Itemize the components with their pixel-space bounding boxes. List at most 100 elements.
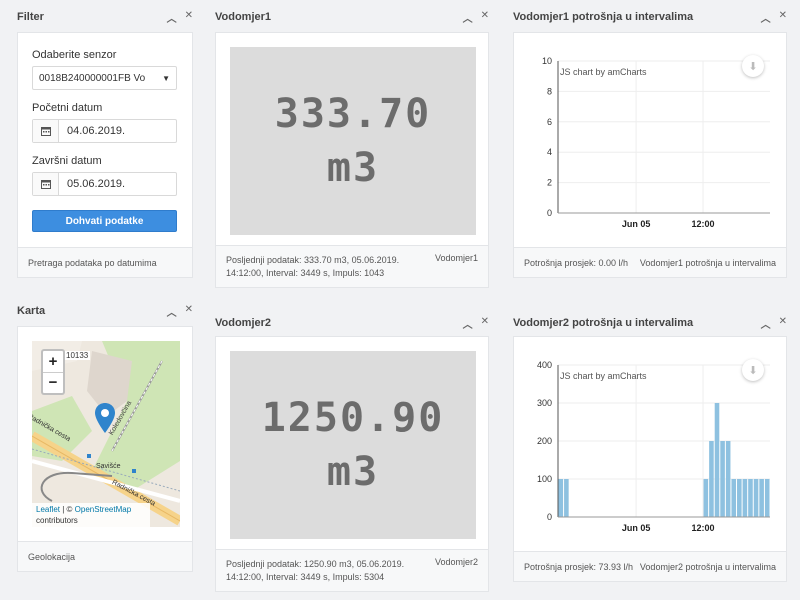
chart1-x-tick-label: Jun 05 bbox=[622, 219, 651, 229]
vodomjer1-interval: 14:12:00, Interval: 3449 s, Impuls: 1043 bbox=[226, 267, 385, 278]
chart2-plot: 0 100 200 300 400 Jun 05 12:00 bbox=[537, 360, 770, 533]
chart2-header: Vodomjer2 potrošnja u intervalima ︿ ✕ bbox=[513, 308, 787, 338]
chart2-footer: Potrošnja prosjek: 73.93 l/h Vodomjer2 p… bbox=[514, 551, 786, 581]
chart2-y-tick-label: 200 bbox=[537, 436, 552, 446]
end-date-input[interactable]: 05.06.2019. bbox=[32, 172, 177, 196]
map-tiles bbox=[32, 341, 180, 527]
chart1-y-tick-label: 8 bbox=[547, 86, 552, 96]
chart2-y-tick-label: 100 bbox=[537, 474, 552, 484]
chart2-y-tick-label: 400 bbox=[537, 360, 552, 370]
vodomjer2-display: 1250.90 m3 bbox=[230, 351, 476, 539]
chart2-bar[interactable] bbox=[714, 403, 720, 517]
close-icon[interactable]: ✕ bbox=[184, 9, 193, 21]
chart2-bar[interactable] bbox=[558, 479, 564, 517]
close-icon[interactable]: ✕ bbox=[184, 303, 193, 315]
end-date-value: 05.06.2019. bbox=[67, 178, 126, 190]
chart2-bar[interactable] bbox=[720, 441, 725, 517]
vodomjer2-title: Vodomjer2 bbox=[215, 317, 272, 329]
chart1-plot: 0 2 4 6 8 10 Jun 05 12:00 bbox=[542, 56, 770, 229]
caret-down-icon: ▼ bbox=[162, 73, 170, 83]
chart2-bar[interactable] bbox=[725, 441, 731, 517]
chart2-y-tick-label: 300 bbox=[537, 398, 552, 408]
close-icon[interactable]: ✕ bbox=[778, 9, 787, 21]
chart2-bar[interactable] bbox=[764, 479, 770, 517]
vodomjer2-footer-name: Vodomjer2 bbox=[434, 557, 478, 567]
filter-footer: Pretraga podataka po datumima bbox=[18, 247, 192, 277]
map-zoom-controls: + − bbox=[41, 349, 65, 395]
chart2-bar[interactable] bbox=[742, 479, 748, 517]
vodomjer2-interval: 14:12:00, Interval: 3449 s, Impuls: 5304 bbox=[226, 571, 385, 582]
collapse-icon[interactable]: ︿ bbox=[462, 319, 473, 331]
calendar-icon[interactable] bbox=[33, 120, 59, 142]
chart2-bar[interactable] bbox=[759, 479, 764, 517]
place-label-savisce: Savišće bbox=[96, 463, 121, 470]
vodomjer1-display: 333.70 m3 bbox=[230, 47, 476, 235]
chart2-panel: 0 100 200 300 400 Jun 05 12:00 JS chart by amC… bbox=[513, 336, 787, 582]
collapse-icon[interactable]: ︿ bbox=[166, 13, 177, 25]
close-icon[interactable]: ✕ bbox=[480, 315, 489, 327]
sensor-label: Odaberite senzor bbox=[32, 49, 117, 61]
map-marker-icon[interactable] bbox=[95, 403, 115, 433]
vodomjer1-footer: Posljednji podatak: 333.70 m3, 05.06.201… bbox=[216, 245, 488, 287]
vodomjer1-title: Vodomjer1 bbox=[215, 11, 272, 23]
map-title: Karta bbox=[17, 305, 46, 317]
start-date-label: Početni datum bbox=[32, 102, 103, 114]
chart2-bar[interactable] bbox=[753, 479, 759, 517]
chart1-footer-name: Vodomjer1 potrošnja u intervalima bbox=[639, 257, 776, 268]
map-view[interactable]: 10133 Radnička cesta Koledovčina Savišće… bbox=[32, 341, 180, 527]
chart2-footer-name: Vodomjer2 potrošnja u intervalima bbox=[639, 561, 776, 572]
collapse-icon[interactable]: ︿ bbox=[760, 13, 771, 25]
map-header: Karta ︿ ✕ bbox=[17, 296, 193, 326]
chart1-y-tick-label: 4 bbox=[547, 147, 552, 157]
calendar-icon[interactable] bbox=[33, 173, 59, 195]
close-icon[interactable]: ✕ bbox=[778, 315, 787, 327]
chart2-credit: JS chart by amCharts bbox=[560, 371, 647, 381]
chart2-footer-avg: Potrošnja prosjek: 73.93 l/h bbox=[524, 561, 634, 572]
start-date-input[interactable]: 04.06.2019. bbox=[32, 119, 177, 143]
chart1-panel: 0 2 4 6 8 10 Jun 05 12:00 JS chart by amCharts … bbox=[513, 32, 787, 278]
chart2-x-tick-label: 12:00 bbox=[692, 523, 715, 533]
chart1-footer: Potrošnja prosjek: 0.00 l/h Vodomjer1 po… bbox=[514, 247, 786, 277]
chart2-bar[interactable] bbox=[748, 479, 753, 517]
osm-link[interactable]: OpenStreetMap bbox=[74, 505, 132, 514]
filter-title: Filter bbox=[17, 11, 44, 23]
collapse-icon[interactable]: ︿ bbox=[760, 319, 771, 331]
vodomjer2-footer: Posljednji podatak: 1250.90 m3, 05.06.20… bbox=[216, 549, 488, 591]
end-date-label: Završni datum bbox=[32, 155, 102, 167]
filter-header: Filter ︿ ✕ bbox=[17, 2, 193, 32]
download-icon[interactable]: ⬇ bbox=[742, 359, 764, 381]
sensor-select[interactable]: 0018B240000001FB Vo ▼ bbox=[32, 66, 177, 90]
close-icon[interactable]: ✕ bbox=[480, 9, 489, 21]
chart1-y-tick-label: 6 bbox=[547, 117, 552, 127]
collapse-icon[interactable]: ︿ bbox=[462, 13, 473, 25]
filter-panel: Odaberite senzor 0018B240000001FB Vo ▼ P… bbox=[17, 32, 193, 278]
vodomjer2-last-data: Posljednji podatak: 1250.90 m3, 05.06.20… bbox=[226, 558, 405, 569]
zoom-out-button[interactable]: − bbox=[48, 374, 58, 392]
vodomjer1-unit: m3 bbox=[326, 145, 380, 191]
chart2-bar[interactable] bbox=[709, 441, 714, 517]
download-icon[interactable]: ⬇ bbox=[742, 55, 764, 77]
vodomjer1-footer-name: Vodomjer1 bbox=[434, 253, 478, 263]
map-attribution: Leaflet | © OpenStreetMap contributors bbox=[32, 503, 150, 527]
vodomjer1-panel: 333.70 m3 Posljednji podatak: 333.70 m3,… bbox=[215, 32, 489, 288]
vodomjer2-value: 1250.90 bbox=[261, 395, 445, 441]
house-number-label: 10133 bbox=[64, 351, 91, 360]
vodomjer1-value: 333.70 bbox=[274, 91, 432, 137]
chart2-bar[interactable] bbox=[564, 479, 569, 517]
chart1-credit: JS chart by amCharts bbox=[560, 67, 647, 77]
chart2-y-tick-label: 0 bbox=[547, 512, 552, 522]
attribution-contributors: contributors bbox=[36, 516, 78, 525]
chart2-bar[interactable] bbox=[737, 479, 742, 517]
sensor-select-value: 0018B240000001FB Vo bbox=[39, 72, 146, 84]
zoom-in-button[interactable]: + bbox=[43, 351, 63, 373]
leaflet-link[interactable]: Leaflet bbox=[36, 505, 61, 514]
chart2-title: Vodomjer2 potrošnja u intervalima bbox=[513, 317, 694, 329]
chart2-bar[interactable] bbox=[703, 479, 709, 517]
chart2-bar[interactable] bbox=[731, 479, 737, 517]
map-panel: 10133 Radnička cesta Koledovčina Savišće… bbox=[17, 326, 193, 572]
chart1-x-tick-label: 12:00 bbox=[692, 219, 715, 229]
vodomjer2-header: Vodomjer2 ︿ ✕ bbox=[215, 308, 489, 338]
collapse-icon[interactable]: ︿ bbox=[166, 307, 177, 319]
fetch-data-button[interactable]: Dohvati podatke bbox=[32, 210, 177, 232]
chart1-y-tick-label: 2 bbox=[547, 178, 552, 188]
